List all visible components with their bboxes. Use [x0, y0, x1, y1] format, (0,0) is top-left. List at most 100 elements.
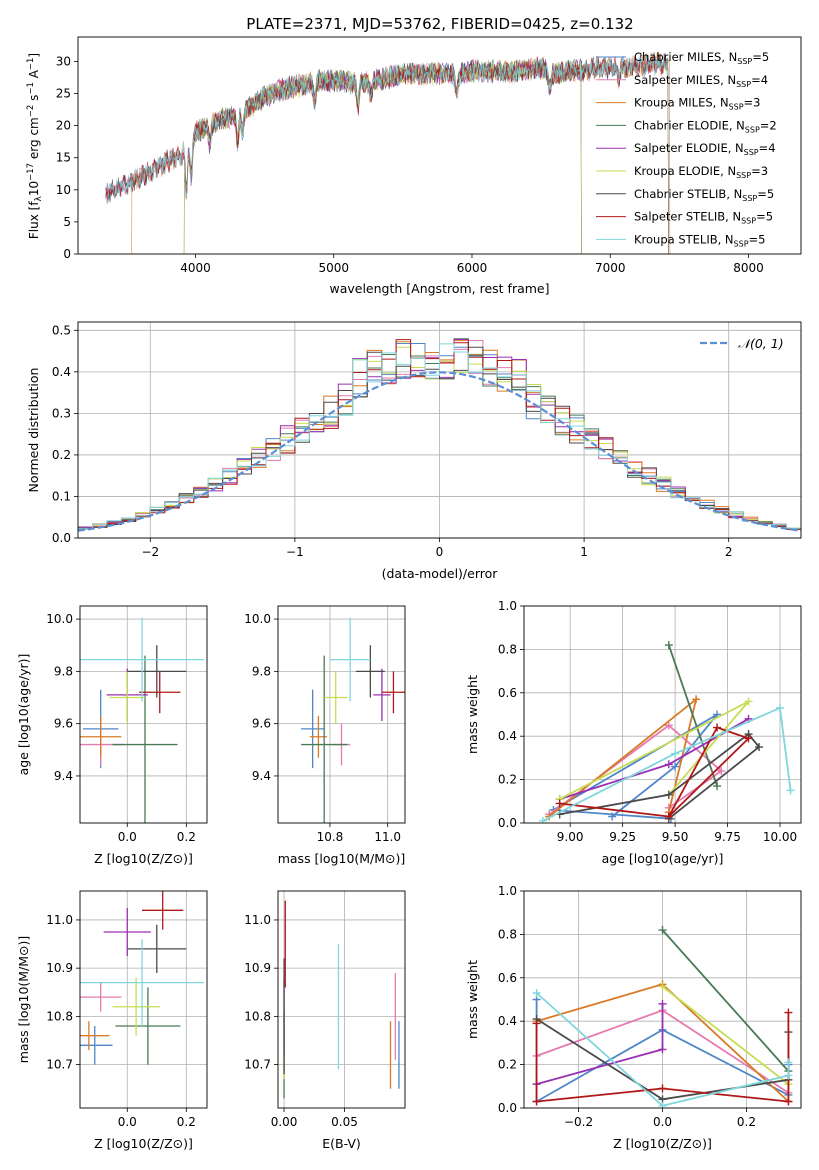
x-tick-label: 0.0 — [653, 1115, 672, 1129]
legend-sub: SSP — [734, 239, 749, 248]
y-tick-label: 5 — [63, 215, 71, 229]
plot-area — [532, 926, 793, 1108]
x-axis-label: Z [log10(Z/Z⊙)] — [94, 1136, 193, 1151]
legend-name: Salpeter STELIB, N — [634, 210, 741, 224]
axes-frame — [79, 605, 208, 824]
y-tick-label: 20 — [56, 119, 71, 133]
x-tick-label: 6000 — [457, 261, 488, 275]
y-tick-label: 0.6 — [498, 971, 517, 985]
y-tick-label: 15 — [56, 151, 71, 165]
errorbar-point — [381, 671, 405, 714]
panel-age_vs_Z: 0.0 0.2 9.4 9.6 9.8 10.0 Z [log10(Z/Z⊙)] age [l… — [16, 605, 208, 866]
panel-mass_vs_ebv: 0.00 0.05 10.7 10.8 10.9 11.0 E(B-V) — [244, 890, 406, 1151]
x-tick-label: 4000 — [180, 261, 211, 275]
weight-marker — [755, 743, 764, 752]
legend-sub: SSP — [741, 217, 756, 226]
errorbar-point — [112, 655, 178, 823]
weight-marker — [784, 1058, 793, 1067]
errorbar-point — [301, 655, 348, 823]
weight-marker — [532, 1019, 541, 1028]
weight-marker — [744, 734, 753, 743]
y-label-part: −1 — [26, 58, 36, 71]
y-label-part: λ — [34, 195, 44, 201]
legend-label: Chabrier STELIB, NSSP=5 — [634, 187, 774, 203]
x-tick-label: 0.2 — [737, 1115, 756, 1129]
weight-marker — [713, 723, 722, 732]
weight-marker — [776, 703, 785, 712]
y-tick-label: 9.6 — [252, 717, 271, 731]
weight-marker — [664, 641, 673, 650]
weight-series — [559, 718, 749, 800]
y-tick-label: 0.2 — [52, 448, 71, 462]
legend-label: Salpeter MILES, NSSP=4 — [634, 73, 768, 89]
histogram-series — [78, 343, 801, 530]
weight-marker — [555, 799, 564, 808]
plot-area — [538, 641, 795, 823]
grid-lines — [80, 606, 207, 823]
y-tick-label: 10.0 — [46, 612, 73, 626]
legend-sub: SSP — [737, 57, 752, 66]
y-tick-label: 0.0 — [498, 1101, 517, 1115]
legend-name: Chabrier ELODIE, N — [634, 118, 745, 132]
grid-lines — [80, 891, 207, 1108]
errorbar-point — [80, 1026, 113, 1065]
x-tick-label: 9.25 — [609, 830, 636, 844]
y-tick-label: 1.0 — [498, 599, 517, 613]
legend-label: Kroupa STELIB, NSSP=5 — [634, 232, 765, 248]
weight-series — [542, 706, 792, 822]
errorbar-point — [109, 671, 145, 724]
y-tick-label: 0.2 — [498, 773, 517, 787]
x-axis-label: age [log10(age/yr)] — [602, 851, 724, 866]
x-tick-label: −2 — [141, 545, 159, 559]
legend-post: =5 — [749, 232, 766, 246]
y-tick-label: 10.9 — [244, 961, 271, 975]
x-tick-label: −1 — [286, 545, 304, 559]
weight-marker — [658, 1045, 667, 1054]
y-axis-label: age [log10(age/yr)] — [16, 654, 31, 776]
weight-marker — [658, 926, 667, 935]
y-tick-label: 10.8 — [244, 1009, 271, 1023]
panel-age_vs_mass: 10.8 11.0 9.4 9.6 9.8 10.0 mass [log10(M/M⊙)] — [244, 605, 406, 866]
legend-label: Salpeter STELIB, NSSP=5 — [634, 210, 773, 226]
y-tick-label: 30 — [56, 54, 71, 68]
y-tick-label: 0.4 — [498, 729, 517, 743]
weight-marker — [664, 721, 673, 730]
y-tick-label: 10.8 — [46, 1009, 73, 1023]
x-tick-label: 0.0 — [118, 1115, 137, 1129]
weight-series — [667, 644, 718, 787]
y-tick-label: 11.0 — [46, 913, 73, 927]
weight-marker — [658, 982, 667, 991]
y-tick-label: 10 — [56, 183, 71, 197]
panel-residuals: −2 −1 0 1 2 0.0 0.1 0.2 0.3 0.4 0.5 𝒩(0, 1) (data-mo… — [26, 321, 802, 581]
y-tick-label: 0.0 — [498, 816, 517, 830]
y-tick-label: 0.2 — [498, 1058, 517, 1072]
legend-post: =5 — [756, 210, 773, 224]
y-label-part: −17 — [26, 163, 36, 181]
y-axis-label: mass weight — [465, 960, 480, 1039]
legend-post: =5 — [752, 50, 769, 64]
y-tick-label: 9.6 — [54, 717, 73, 731]
x-axis-label: mass [log10(M/M⊙)] — [278, 851, 406, 866]
errorbar-point — [139, 671, 181, 714]
errorbar-point — [115, 987, 181, 1065]
y-tick-label: 0.8 — [498, 927, 517, 941]
weight-series — [661, 985, 789, 1085]
axes-frame — [77, 36, 802, 255]
weight-marker — [608, 812, 617, 821]
y-axis-label: Flux [fλ10−17 erg cm−2 s−1 A−1] — [26, 53, 44, 239]
weight-marker — [664, 790, 673, 799]
legend-sub: SSP — [729, 103, 744, 112]
errorbar-point — [103, 907, 151, 957]
y-label-part: ] — [27, 53, 41, 58]
x-tick-label: 10.8 — [317, 830, 344, 844]
errorbar-point — [355, 645, 385, 698]
legend-name: Salpeter MILES, N — [634, 73, 736, 87]
legend-name: Chabrier STELIB, N — [634, 187, 742, 201]
y-tick-label: 0.4 — [52, 365, 71, 379]
y-label-part: s — [27, 95, 41, 105]
errorbar-point — [127, 924, 187, 973]
x-axis-label: Z [log10(Z/Z⊙)] — [94, 851, 193, 866]
errorbar-point — [127, 645, 187, 698]
grid-lines — [524, 605, 801, 824]
y-label-part: 10 — [27, 181, 41, 196]
